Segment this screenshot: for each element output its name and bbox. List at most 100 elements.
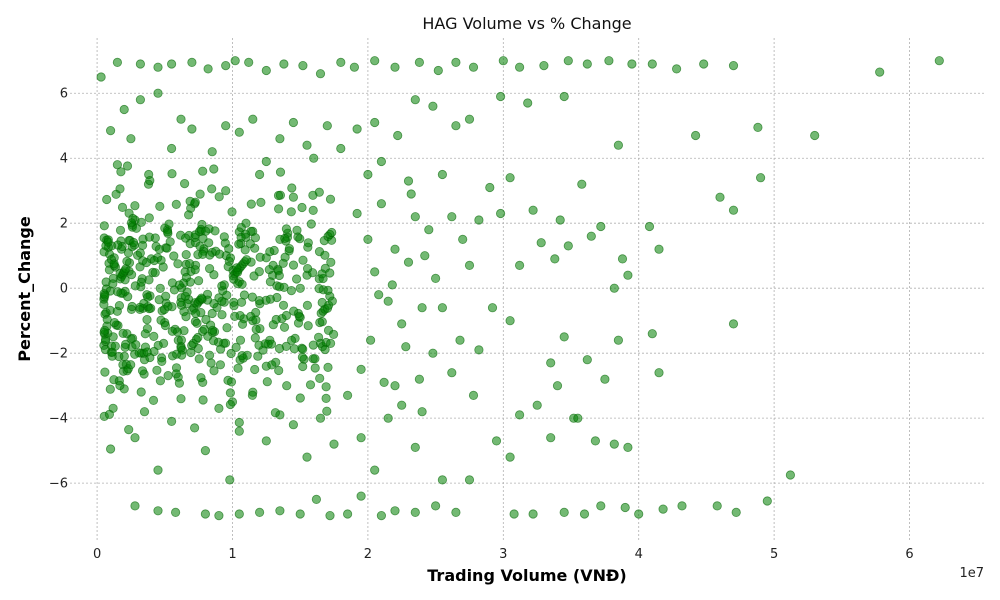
data-point: [167, 169, 177, 179]
data-point: [155, 283, 165, 293]
data-point: [157, 356, 167, 366]
data-point: [289, 306, 299, 316]
data-point: [187, 124, 197, 134]
data-point: [383, 296, 393, 306]
data-point: [397, 400, 407, 410]
data-point: [528, 205, 538, 215]
data-point: [310, 354, 320, 364]
data-point: [153, 506, 163, 516]
data-point: [214, 510, 224, 521]
data-point: [221, 186, 231, 196]
data-point: [498, 56, 508, 66]
data-point: [153, 62, 163, 72]
data-point: [634, 509, 644, 519]
data-point: [220, 338, 231, 348]
data-point: [119, 104, 129, 115]
data-point: [755, 173, 766, 183]
data-point: [292, 225, 302, 235]
data-point: [320, 344, 330, 355]
data-point: [374, 290, 384, 300]
data-point: [474, 345, 484, 355]
x-tick-label: 3: [499, 547, 507, 562]
data-point: [192, 318, 202, 328]
data-point: [420, 251, 430, 261]
data-point: [365, 335, 376, 345]
data-point: [495, 91, 506, 102]
data-point: [117, 202, 128, 212]
data-point: [208, 336, 219, 346]
data-point: [349, 62, 359, 72]
data-point: [437, 303, 447, 313]
data-point: [225, 388, 235, 398]
data-point: [114, 376, 124, 386]
data-point: [129, 237, 139, 248]
data-point: [180, 291, 190, 301]
data-point: [559, 507, 569, 518]
data-point: [230, 311, 240, 321]
data-point: [313, 332, 324, 342]
data-point: [155, 201, 165, 211]
data-point: [437, 169, 447, 180]
data-point: [248, 114, 258, 124]
data-point: [363, 234, 373, 244]
data-point: [233, 363, 243, 373]
data-point: [288, 117, 298, 128]
data-point: [122, 256, 132, 266]
data-point: [106, 444, 116, 454]
data-point: [222, 290, 232, 300]
data-point: [234, 127, 244, 137]
data-point: [314, 283, 324, 294]
data-point: [144, 275, 154, 285]
data-point: [596, 501, 606, 511]
data-point: [275, 134, 285, 144]
data-point: [286, 207, 296, 217]
data-point: [191, 308, 201, 318]
data-point: [447, 368, 457, 378]
data-point: [546, 358, 556, 368]
data-point: [555, 215, 565, 225]
data-point: [317, 269, 327, 279]
data-point: [590, 436, 601, 446]
data-point: [160, 320, 170, 331]
data-point: [647, 329, 657, 339]
data-point: [193, 332, 203, 343]
data-point: [315, 373, 325, 383]
data-point: [120, 275, 130, 285]
data-point: [205, 350, 215, 360]
data-point: [185, 258, 195, 269]
data-point: [376, 510, 386, 521]
data-point: [194, 354, 204, 364]
data-point: [430, 273, 441, 283]
data-point: [96, 72, 106, 82]
data-point: [302, 300, 312, 310]
data-point: [414, 57, 424, 68]
data-point: [437, 475, 447, 485]
data-point: [229, 297, 239, 307]
data-point: [144, 213, 154, 223]
data-point: [234, 417, 244, 428]
data-point: [195, 189, 205, 199]
data-point: [214, 192, 224, 202]
data-point: [156, 255, 166, 265]
data-point: [295, 234, 305, 244]
data-point: [126, 360, 136, 370]
data-point: [236, 232, 246, 242]
data-point: [268, 320, 278, 330]
data-point: [135, 95, 145, 105]
data-point: [370, 117, 380, 128]
data-point: [198, 166, 208, 176]
data-point: [121, 339, 131, 349]
data-point: [141, 257, 152, 268]
data-point: [214, 403, 224, 413]
data-point: [579, 509, 590, 519]
data-point: [274, 365, 284, 376]
data-point: [288, 260, 299, 270]
data-point: [302, 452, 312, 462]
data-point: [250, 364, 260, 375]
y-axis-label: Percent_Change: [15, 216, 34, 362]
data-point: [600, 374, 610, 384]
y-tick-label: 6: [60, 87, 68, 102]
data-point: [265, 247, 275, 257]
data-point: [186, 347, 196, 358]
data-point: [250, 233, 260, 243]
